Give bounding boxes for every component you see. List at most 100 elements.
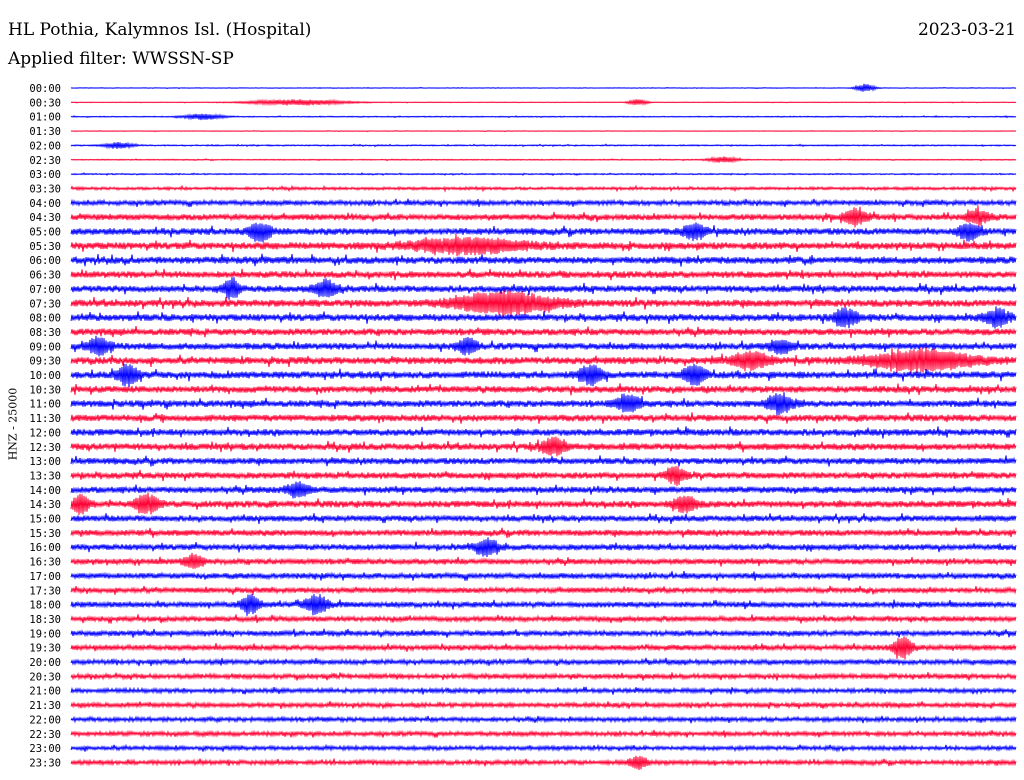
trace-lines xyxy=(70,83,1017,771)
row-time-label: 21:30 xyxy=(29,700,61,712)
trace-line xyxy=(70,253,1017,267)
trace-line xyxy=(70,277,1017,300)
row-time-label: 08:00 xyxy=(29,313,61,325)
row-time-label: 01:00 xyxy=(29,112,61,124)
row-time-label: 00:30 xyxy=(29,97,61,109)
trace-line xyxy=(70,347,1017,374)
filter-label: Applied filter: WWSSN-SP xyxy=(8,49,234,69)
trace-line xyxy=(70,636,1017,660)
row-time-label: 06:00 xyxy=(29,255,61,267)
date-label: 2023-03-21 xyxy=(917,20,1016,40)
row-time-label: 17:00 xyxy=(29,571,61,583)
row-time-label: 23:00 xyxy=(29,743,61,755)
trace-line xyxy=(70,426,1017,439)
trace-line xyxy=(70,113,1017,121)
row-time-label: 19:30 xyxy=(29,643,61,655)
trace-line xyxy=(70,383,1017,396)
trace-line xyxy=(70,657,1017,667)
trace-line xyxy=(70,412,1017,424)
trace-line xyxy=(70,513,1017,524)
trace-line xyxy=(70,571,1017,581)
row-time-label: 02:00 xyxy=(29,140,61,152)
row-time-label: 22:30 xyxy=(29,729,61,741)
row-time-label: 15:00 xyxy=(29,514,61,526)
row-time-label: 04:30 xyxy=(29,212,61,224)
trace-line xyxy=(70,83,1017,92)
row-labels: 00:00 00:30 01:00 01:30 02:00 02:30 03:00 03:30… xyxy=(29,83,61,769)
row-time-label: 14:00 xyxy=(29,485,61,497)
row-time-label: 02:30 xyxy=(29,155,61,167)
row-time-label: 21:00 xyxy=(29,686,61,698)
row-time-label: 12:00 xyxy=(29,427,61,439)
trace-line xyxy=(70,198,1017,208)
row-time-label: 07:00 xyxy=(29,284,61,296)
trace-line xyxy=(70,392,1017,416)
row-time-label: 05:00 xyxy=(29,227,61,239)
row-time-label: 23:30 xyxy=(29,757,61,769)
row-time-label: 08:30 xyxy=(29,327,61,339)
row-time-label: 00:00 xyxy=(29,83,61,95)
trace-line xyxy=(70,141,1017,150)
trace-line xyxy=(70,614,1017,624)
row-time-label: 18:30 xyxy=(29,614,61,626)
trace-line xyxy=(70,268,1017,281)
trace-line xyxy=(70,585,1017,595)
trace-line xyxy=(70,335,1017,357)
trace-line xyxy=(70,222,1017,243)
trace-line xyxy=(70,306,1017,329)
trace-line xyxy=(70,129,1017,133)
row-time-label: 11:30 xyxy=(29,413,61,425)
row-time-label: 16:30 xyxy=(29,557,61,569)
trace-line xyxy=(70,455,1017,467)
row-time-label: 10:00 xyxy=(29,370,61,382)
row-time-label: 19:00 xyxy=(29,628,61,640)
row-time-label: 16:00 xyxy=(29,542,61,554)
trace-line xyxy=(70,714,1017,724)
row-time-label: 05:30 xyxy=(29,241,61,253)
trace-line xyxy=(70,628,1017,638)
trace-line xyxy=(70,729,1017,739)
row-time-label: 20:30 xyxy=(29,671,61,683)
trace-line xyxy=(70,527,1017,538)
row-time-label: 04:00 xyxy=(29,198,61,210)
trace-line xyxy=(70,363,1017,388)
station-title: HL Pothia, Kalymnos Isl. (Hospital) xyxy=(8,20,312,40)
row-time-label: 03:30 xyxy=(29,183,61,195)
trace-line xyxy=(70,234,1017,257)
row-time-label: 03:00 xyxy=(29,169,61,181)
trace-line xyxy=(70,686,1017,696)
trace-line xyxy=(70,289,1017,318)
row-time-label: 01:30 xyxy=(29,126,61,138)
trace-line xyxy=(70,326,1017,338)
trace-line xyxy=(70,184,1017,193)
row-time-label: 20:00 xyxy=(29,657,61,669)
row-time-label: 13:00 xyxy=(29,456,61,468)
row-time-label: 14:30 xyxy=(29,499,61,511)
row-time-label: 10:30 xyxy=(29,384,61,396)
trace-line xyxy=(70,205,1017,228)
trace-line xyxy=(70,481,1017,499)
trace-line xyxy=(70,552,1017,569)
trace-line xyxy=(70,537,1017,558)
row-time-label: 07:30 xyxy=(29,298,61,310)
trace-line xyxy=(70,672,1017,681)
trace-line xyxy=(70,98,1017,107)
trace-line xyxy=(70,755,1017,771)
row-time-label: 09:30 xyxy=(29,356,61,368)
trace-line xyxy=(70,155,1017,164)
trace-line xyxy=(70,700,1017,710)
row-time-label: 17:30 xyxy=(29,585,61,597)
row-time-label: 22:00 xyxy=(29,714,61,726)
row-time-label: 06:30 xyxy=(29,270,61,282)
trace-line xyxy=(70,466,1017,486)
trace-line xyxy=(70,492,1017,515)
row-time-label: 12:30 xyxy=(29,442,61,454)
row-time-label: 15:30 xyxy=(29,528,61,540)
trace-line xyxy=(70,594,1017,616)
row-time-label: 18:00 xyxy=(29,600,61,612)
row-time-label: 11:00 xyxy=(29,399,61,411)
trace-line xyxy=(70,172,1017,177)
row-time-label: 09:00 xyxy=(29,341,61,353)
trace-line xyxy=(70,436,1017,457)
